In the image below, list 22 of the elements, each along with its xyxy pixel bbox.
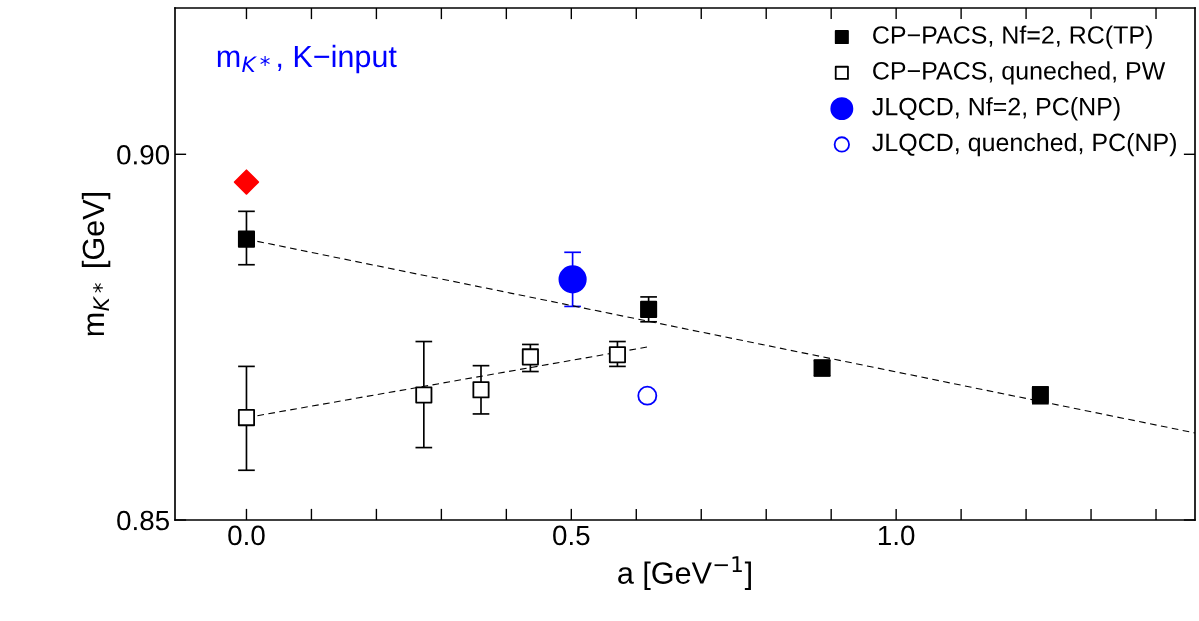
y-axis-title: m$_{K*}$ [GeV] (81, 193, 111, 336)
point (640, 300, 658, 318)
legend-label: JLQCD, Nf=2, PC(NP) (872, 97, 1120, 121)
x-tick-label: 1.0 (878, 525, 915, 546)
x-tick-label: 0.5 (553, 525, 590, 546)
point (237, 230, 256, 248)
x-tick-label: 0.0 (228, 525, 265, 546)
legend-label: CP−PACS, Nf=2, RC(TP) (873, 25, 1152, 49)
y-tick-label: 0.90 (117, 144, 170, 165)
y-tick-label: 0.85 (117, 510, 169, 531)
x-axis-title: a [GeV$^{−1}$] (618, 556, 751, 590)
point (558, 265, 587, 294)
point (521, 348, 539, 366)
point (237, 409, 256, 427)
point (608, 346, 626, 364)
annotation: m$_{K*}$, K−input (217, 44, 397, 74)
point (415, 386, 433, 404)
point (472, 381, 490, 399)
legend-label: JLQCD, quenched, PC(NP) (872, 132, 1176, 157)
legend-label: CP−PACS, quneched, PW (873, 61, 1166, 85)
point (233, 169, 260, 195)
point (637, 385, 658, 406)
